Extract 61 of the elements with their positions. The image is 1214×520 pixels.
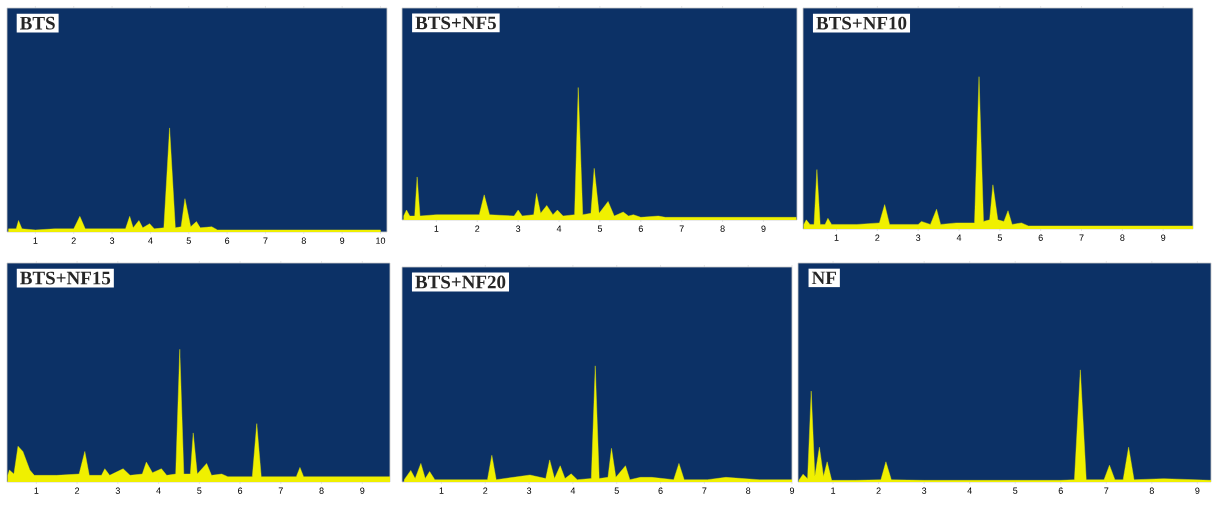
- x-tick-label: 3: [526, 487, 532, 494]
- chart-title: BTS+NF15: [20, 271, 111, 285]
- x-tick-label: 6: [1058, 487, 1063, 494]
- x-tick-label: 9: [1195, 487, 1200, 494]
- x-tick-label: 1: [439, 487, 444, 494]
- x-tick-label: 6: [1038, 234, 1043, 241]
- chart-title: NF: [811, 271, 836, 285]
- chart-title: BTS+NF20: [415, 275, 506, 289]
- x-tick-label: 5: [597, 225, 603, 232]
- x-tick-label: 8: [1149, 487, 1154, 494]
- chart-title: BTS: [20, 16, 55, 30]
- x-tick-label: 2: [875, 234, 880, 241]
- x-tick-label: 9: [360, 487, 365, 494]
- x-tick-label: 2: [71, 237, 76, 244]
- x-tick-label: 4: [967, 487, 972, 494]
- x-tick-label: 8: [301, 237, 306, 244]
- x-tick-label: 2: [483, 487, 488, 494]
- x-tick-label: 2: [75, 487, 80, 494]
- x-tick-label: 1: [831, 487, 836, 494]
- x-tick-label: 5: [614, 487, 619, 494]
- x-tick-label: 1: [834, 234, 839, 241]
- x-tick-label: 8: [720, 225, 725, 232]
- x-tick-label: 1: [434, 225, 439, 232]
- x-tick-label: 5: [186, 237, 191, 244]
- x-tick-label: 10: [376, 237, 386, 244]
- x-tick-label: 7: [679, 225, 684, 232]
- x-tick-label: 2: [876, 487, 881, 494]
- x-tick-label: 4: [570, 487, 576, 494]
- chart-title: BTS+NF5: [415, 16, 496, 30]
- x-tick-label: 9: [789, 487, 795, 494]
- x-tick-label: 6: [225, 237, 230, 244]
- x-tick-label: 9: [761, 225, 766, 232]
- x-tick-label: 5: [197, 487, 202, 494]
- x-tick-label: 6: [238, 487, 243, 494]
- x-tick-label: 8: [319, 487, 324, 494]
- x-tick-label: 7: [702, 487, 707, 494]
- x-tick-label: 4: [156, 487, 161, 494]
- x-tick-label: 4: [956, 234, 962, 241]
- x-tick-label: 9: [340, 237, 345, 244]
- x-tick-label: 1: [33, 237, 38, 244]
- x-tick-label: 3: [109, 237, 115, 244]
- x-tick-label: 4: [556, 225, 562, 232]
- x-tick-label: 3: [916, 234, 921, 241]
- x-tick-label: 8: [1120, 234, 1125, 241]
- x-tick-label: 1: [34, 487, 39, 494]
- x-tick-label: 3: [115, 487, 120, 494]
- x-tick-label: 5: [1013, 487, 1018, 494]
- x-tick-label: 5: [997, 234, 1002, 241]
- x-tick-label: 3: [921, 487, 927, 494]
- x-tick-label: 8: [746, 487, 751, 494]
- x-tick-label: 7: [1104, 487, 1109, 494]
- chart-title: BTS+NF10: [816, 16, 907, 30]
- x-tick-label: 2: [475, 225, 480, 232]
- x-tick-label: 6: [638, 225, 643, 232]
- x-tick-label: 7: [1079, 234, 1084, 241]
- x-tick-label: 7: [263, 237, 268, 244]
- x-tick-label: 7: [278, 487, 283, 494]
- x-tick-label: 6: [658, 487, 663, 494]
- x-tick-label: 3: [515, 225, 521, 232]
- x-tick-label: 9: [1161, 234, 1166, 241]
- x-tick-label: 4: [148, 237, 153, 244]
